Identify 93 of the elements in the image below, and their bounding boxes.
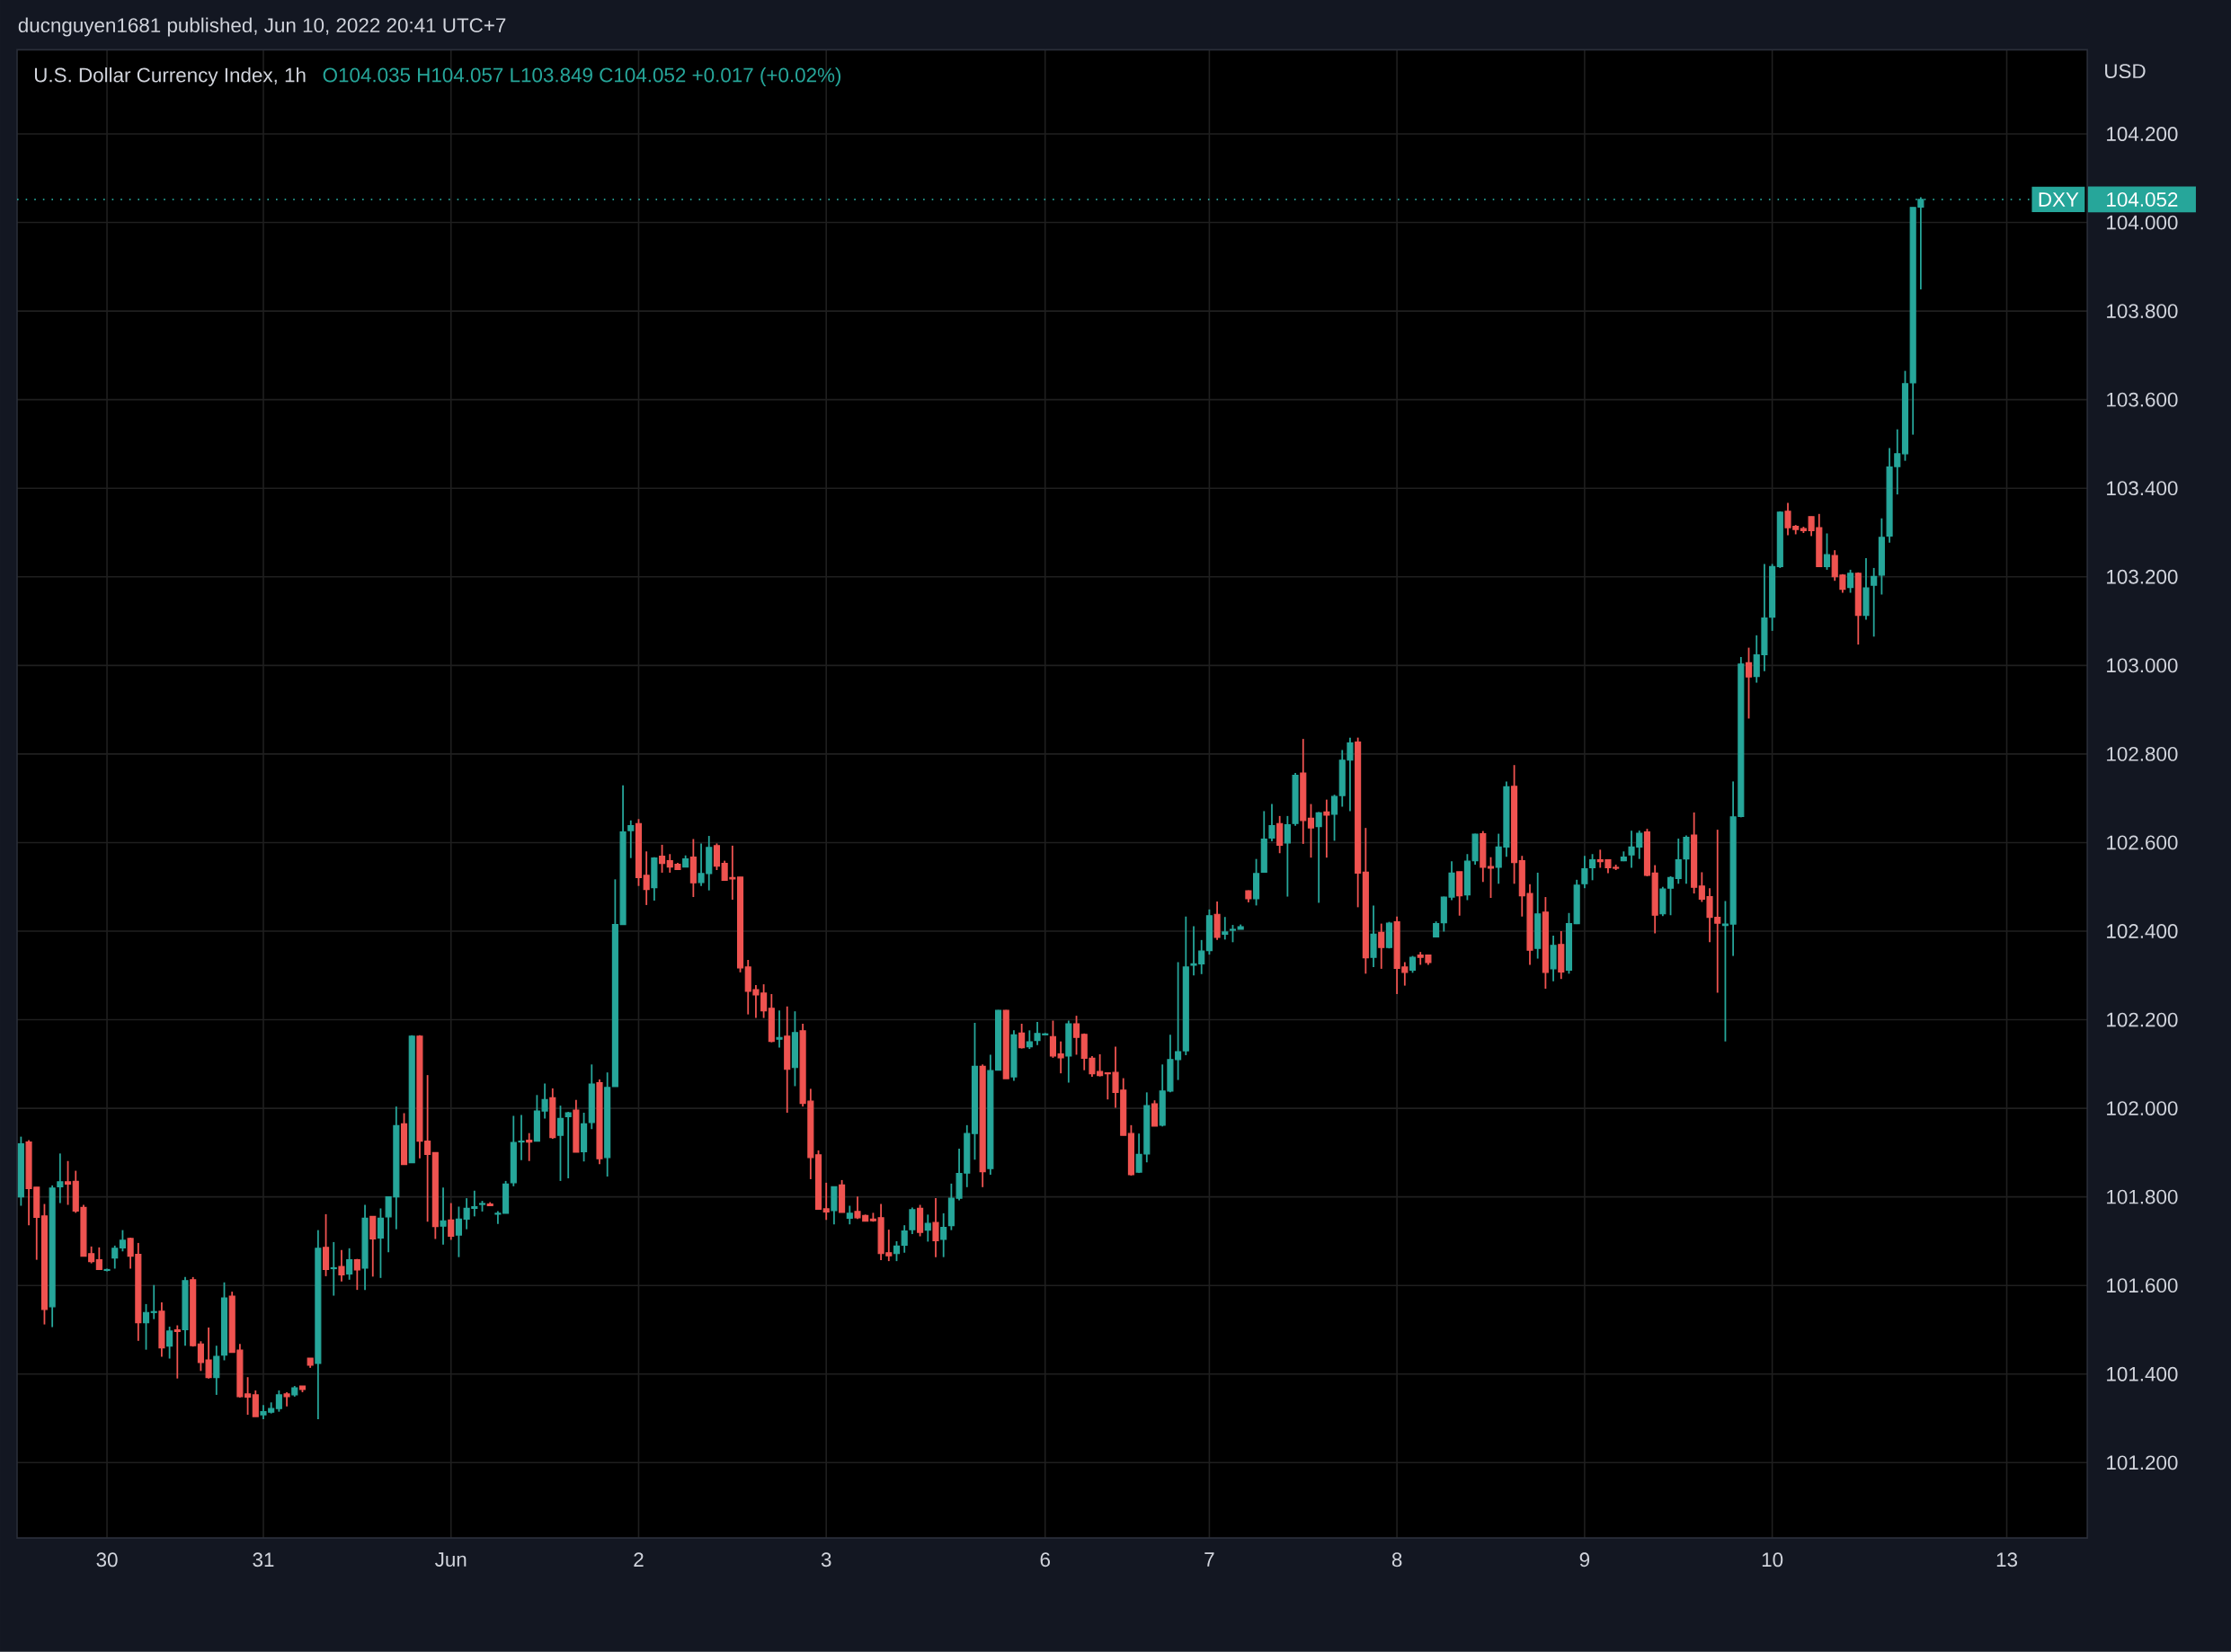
candlestick [1315, 811, 1322, 904]
ref-line-label: DXY [2039, 192, 2079, 207]
x-tick-label: Jun [435, 1552, 467, 1568]
candlestick [64, 1159, 72, 1206]
candlestick [940, 1212, 947, 1258]
candlestick [1284, 815, 1291, 898]
candlestick [1871, 567, 1878, 638]
candlestick [1589, 853, 1596, 882]
candlestick [1057, 1040, 1064, 1075]
candlestick [346, 1248, 353, 1281]
candlestick [166, 1326, 173, 1360]
y-tick-label: 103.600 [2107, 392, 2178, 407]
y-tick-label: 103.800 [2107, 304, 2178, 319]
y-tick-label: 102.800 [2107, 747, 2178, 761]
candlestick [440, 1186, 447, 1246]
candlestick [353, 1257, 360, 1292]
candlestick [338, 1249, 345, 1283]
candlestick [901, 1224, 908, 1254]
candlestick [377, 1207, 385, 1279]
y-tick-label: 103.200 [2107, 569, 2178, 584]
candlestick [448, 1202, 455, 1241]
x-tick-label: 8 [1391, 1552, 1402, 1568]
x-tick-label: 13 [1996, 1552, 2018, 1568]
candlestick [893, 1240, 901, 1263]
y-tick-label: 102.000 [2107, 1101, 2178, 1116]
candlestick [932, 1197, 939, 1258]
candlestick [1268, 803, 1275, 842]
y-tick-label: 102.600 [2107, 835, 2178, 850]
candlestick [1049, 1019, 1056, 1059]
x-tick-label: 6 [1040, 1552, 1050, 1568]
candlestick [1331, 794, 1338, 842]
candlestick [1667, 875, 1675, 917]
candlestick [1745, 646, 1753, 720]
y-tick-label: 104.000 [2107, 215, 2178, 230]
candlestick [846, 1204, 853, 1226]
candlestick [1229, 924, 1237, 944]
candlestick [213, 1345, 220, 1396]
text: U.S. Dollar Currency Index, 1h [34, 67, 306, 87]
x-tick-label: 30 [96, 1552, 118, 1568]
candlestick [1378, 922, 1385, 970]
candlestick [330, 1241, 337, 1297]
x-tick-label: 7 [1204, 1552, 1214, 1567]
candlestick [150, 1283, 157, 1320]
candlestick [275, 1390, 282, 1413]
y-tick-label: 101.200 [2107, 1455, 2178, 1470]
x-tick-label: 3 [821, 1552, 831, 1568]
text: ducnguyen1681 published, Jun 10, 2022 20:41 UTC+7 [18, 17, 506, 37]
candlestick [119, 1229, 126, 1253]
candlestick [1721, 900, 1729, 1043]
candlestick [1307, 803, 1315, 859]
y-tick-label: 103.400 [2107, 481, 2178, 496]
candlestick [627, 820, 635, 859]
y-tick-label: 101.400 [2107, 1366, 2178, 1381]
candlestick [556, 1105, 564, 1182]
text: 104.052 [2107, 192, 2178, 207]
candlestick [713, 842, 721, 872]
candlestick [526, 1132, 533, 1162]
y-axis-title: USD [2105, 64, 2146, 79]
candlestick [1018, 1023, 1026, 1050]
x-tick-label: 10 [1762, 1552, 1783, 1568]
candlestick [822, 1182, 830, 1221]
y-tick-label: 102.400 [2107, 924, 2178, 939]
candlestick [1026, 1029, 1033, 1051]
candlestick [95, 1247, 102, 1271]
candlestick [1072, 1015, 1080, 1056]
candlestick [909, 1206, 916, 1236]
candlestick [1581, 855, 1588, 890]
y-tick-label: 104.200 [2107, 127, 2178, 142]
candlestick [1675, 838, 1682, 885]
candlestick [1323, 798, 1330, 859]
x-tick-label: 2 [634, 1552, 644, 1568]
candlestick [776, 1009, 783, 1049]
candlestick [111, 1245, 119, 1270]
x-tick-label: 31 [253, 1552, 274, 1568]
candlestick [659, 844, 666, 874]
candlestick [1823, 532, 1831, 571]
y-tick-label: 102.200 [2107, 1012, 2178, 1027]
candlestick [142, 1303, 150, 1351]
candlestick [173, 1324, 181, 1380]
y-tick-label: 103.000 [2107, 658, 2178, 673]
y-tick-label: 101.800 [2107, 1189, 2178, 1204]
candlestick [1222, 916, 1229, 941]
y-tick-label: 101.600 [2107, 1278, 2178, 1293]
candlestick [455, 1205, 462, 1258]
text: O104.035 H104.057 L103.849 C104.052 +0.017 (+0.02%) [323, 67, 841, 87]
candlestick [924, 1213, 931, 1243]
candlestick [643, 850, 650, 906]
candlestick [244, 1376, 252, 1417]
candlestick [1847, 569, 1854, 594]
candlestick [1487, 856, 1495, 900]
x-tick-label: 9 [1579, 1552, 1590, 1568]
candlestick [564, 1111, 572, 1179]
candlestick [57, 1152, 64, 1204]
